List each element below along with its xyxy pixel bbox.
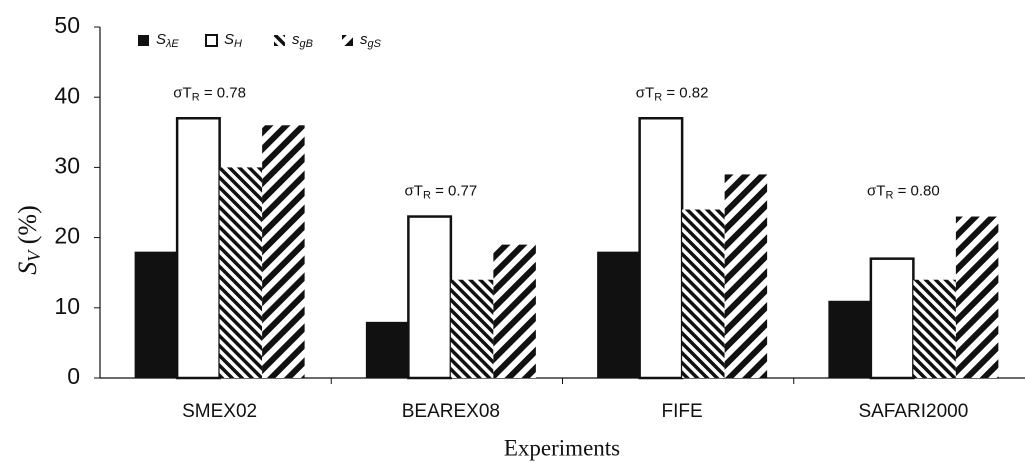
- legend-subscript: λE: [165, 38, 179, 50]
- bar: [134, 251, 178, 378]
- y-axis-title-main: S: [13, 262, 42, 275]
- y-tick-label: 40: [54, 82, 80, 108]
- annotation-text: = 0.78: [200, 84, 246, 101]
- y-tick-label: 10: [54, 293, 80, 319]
- legend-label: SH: [224, 31, 242, 50]
- legend-swatch: [342, 35, 353, 46]
- annotation-label: σT: [173, 84, 191, 101]
- legend-swatch: [205, 34, 218, 47]
- bar: [450, 279, 494, 378]
- legend-name: s: [292, 31, 300, 48]
- bar: [493, 244, 536, 378]
- y-tick-label: 30: [54, 152, 80, 178]
- x-tick-label: SAFARI2000: [858, 401, 968, 422]
- annotation-text: = 0.80: [893, 183, 939, 200]
- legend-label: sgB: [292, 31, 313, 50]
- y-tick-label: 0: [67, 363, 80, 389]
- bar: [682, 209, 725, 378]
- bar: [869, 257, 915, 380]
- legend-subscript: gB: [300, 38, 313, 50]
- bar: [724, 174, 768, 378]
- x-tick-label: SMEX02: [182, 401, 257, 422]
- annotation: σTR = 0.82: [636, 84, 709, 103]
- y-axis-title: SV (%): [13, 205, 44, 274]
- bar: [365, 321, 409, 378]
- legend-label: sgS: [360, 31, 382, 50]
- annotation-subscript: R: [192, 91, 200, 103]
- bar: [955, 216, 999, 378]
- bar: [175, 117, 221, 380]
- bar: [262, 125, 305, 378]
- annotation: σTR = 0.77: [405, 183, 478, 202]
- annotation-subscript: R: [423, 189, 431, 201]
- y-tick-label: 20: [54, 223, 80, 249]
- legend-label: SλE: [156, 31, 179, 50]
- y-axis-title-suffix: (%): [13, 205, 42, 250]
- legend-name: s: [360, 31, 368, 48]
- x-axis-title: Experiments: [504, 435, 620, 460]
- x-tick-label: FIFE: [662, 401, 703, 422]
- legend-swatch: [274, 35, 285, 46]
- bar: [913, 279, 956, 378]
- y-tick-label: 50: [54, 12, 80, 38]
- legend-subscript: H: [234, 38, 242, 50]
- annotation-label: σT: [867, 183, 885, 200]
- annotation: σTR = 0.78: [173, 84, 246, 103]
- bar: [638, 117, 684, 380]
- legend-subscript: gS: [368, 38, 382, 50]
- bar: [597, 251, 640, 378]
- legend-name: S: [224, 31, 234, 48]
- annotation-text: = 0.82: [662, 84, 708, 101]
- annotation-text: = 0.77: [431, 183, 477, 200]
- y-axis-title-sub: V: [24, 249, 44, 262]
- annotation: σTR = 0.80: [867, 183, 940, 202]
- annotation-label: σT: [636, 84, 654, 101]
- bar: [828, 300, 871, 378]
- annotation-subscript: R: [654, 91, 662, 103]
- legend-name: S: [156, 31, 166, 48]
- legend-swatch: [138, 35, 149, 46]
- x-tick-label: BEAREX08: [402, 401, 500, 422]
- bar: [407, 215, 453, 380]
- annotation-label: σT: [405, 183, 423, 200]
- annotation-subscript: R: [885, 189, 893, 201]
- bar: [219, 167, 263, 378]
